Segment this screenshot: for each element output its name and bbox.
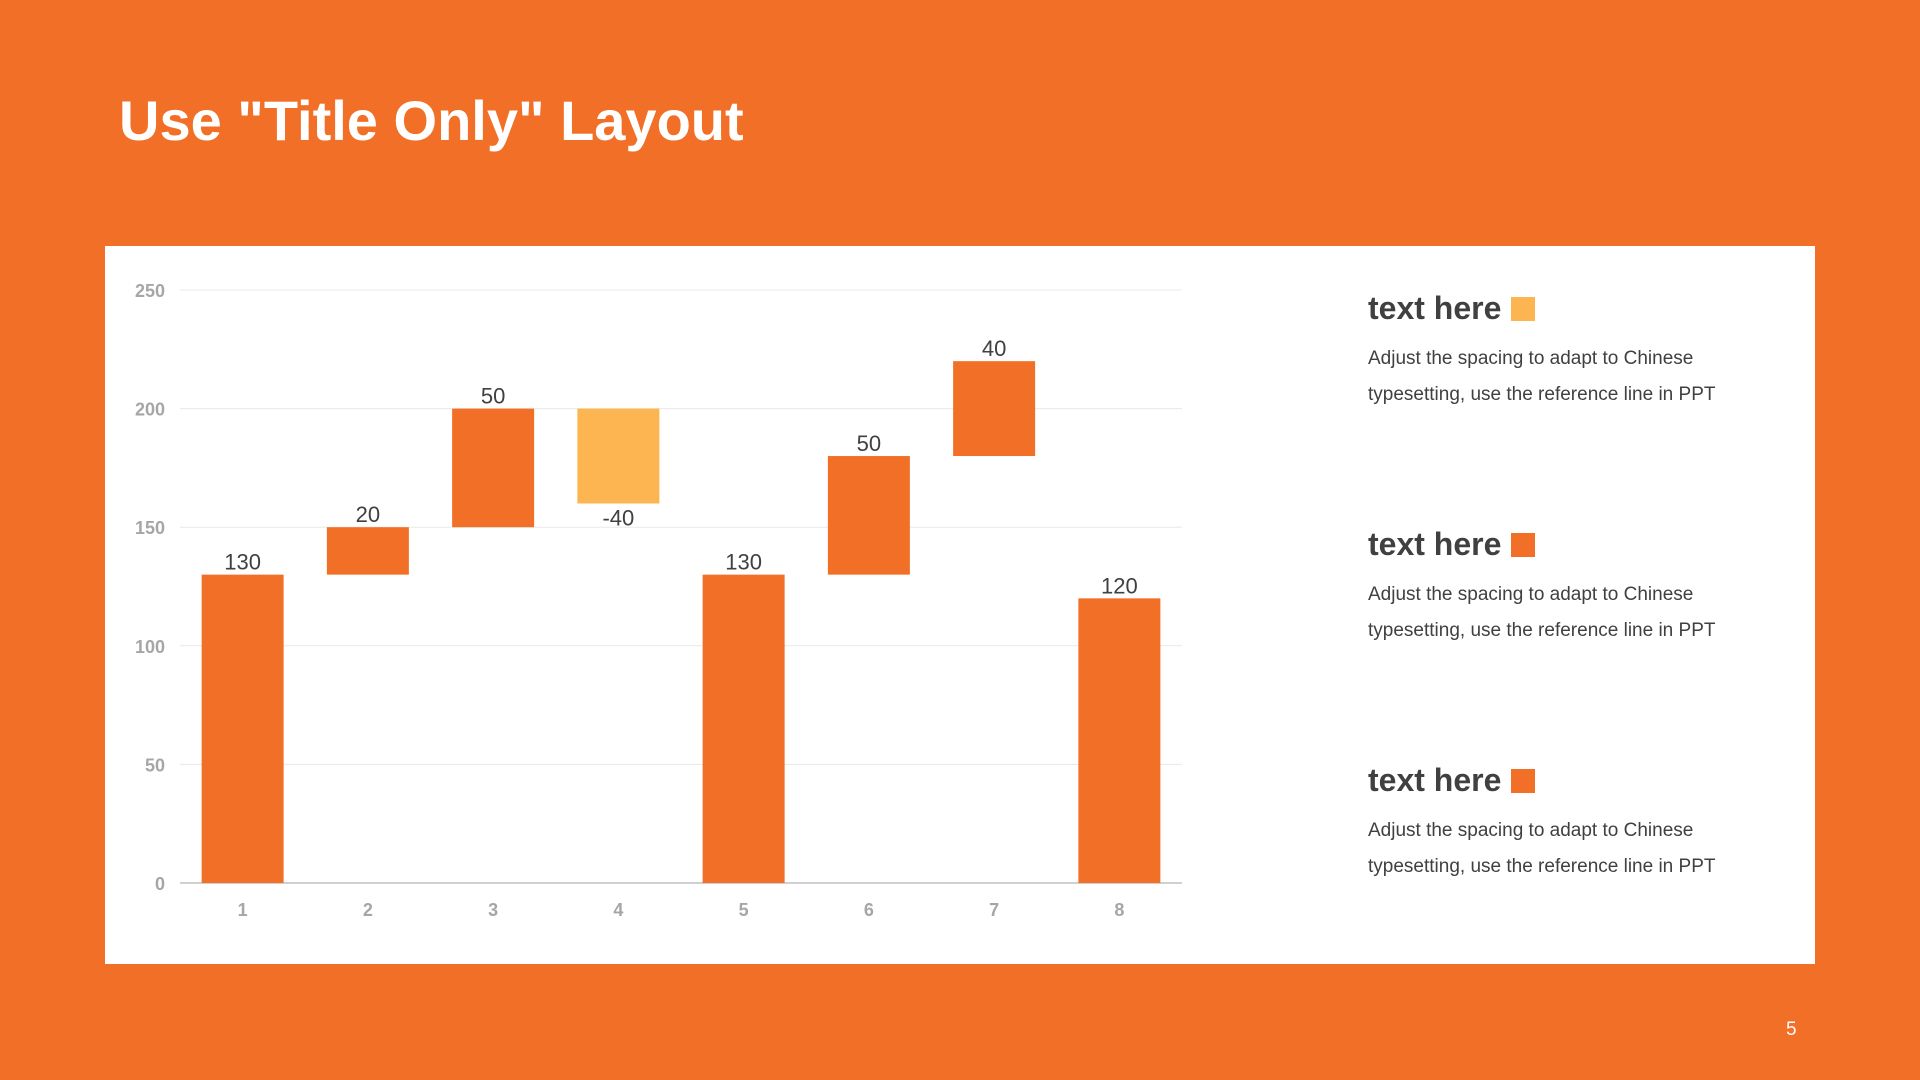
data-label: 130 <box>725 550 762 575</box>
x-tick-label: 3 <box>488 900 498 920</box>
y-tick-label: 200 <box>135 400 165 420</box>
bar <box>452 408 535 528</box>
legend-item-2: text here Adjust the spacing to adapt to… <box>1368 526 1788 649</box>
legend-swatch <box>1511 532 1536 557</box>
data-label: 120 <box>1101 573 1138 598</box>
data-label: 50 <box>481 384 505 409</box>
legend-desc-line: typesetting, use the reference line in P… <box>1368 384 1716 405</box>
legend-swatch <box>1511 296 1536 321</box>
y-tick-label: 100 <box>135 637 165 657</box>
bar <box>201 574 284 883</box>
y-tick-label: 50 <box>145 755 165 775</box>
data-label: 50 <box>857 431 881 456</box>
legend-description: Adjust the spacing to adapt to Chinese t… <box>1368 341 1788 413</box>
x-tick-label: 4 <box>613 900 623 920</box>
legend-swatch <box>1511 768 1536 793</box>
legend-title: text here <box>1368 526 1502 562</box>
x-tick-label: 2 <box>363 900 373 920</box>
waterfall-chart: 0501001502002501301202503-40413055064071… <box>135 281 1182 920</box>
bar <box>326 527 409 575</box>
y-tick-label: 0 <box>155 874 165 894</box>
data-label: -40 <box>602 505 634 530</box>
bar <box>577 408 660 504</box>
legend-desc-line: Adjust the spacing to adapt to Chinese <box>1368 820 1694 841</box>
legend-desc-line: Adjust the spacing to adapt to Chinese <box>1368 348 1694 369</box>
x-tick-label: 7 <box>989 900 999 920</box>
page-number: 5 <box>1786 1019 1797 1040</box>
x-tick-label: 6 <box>864 900 874 920</box>
legend-desc-line: typesetting, use the reference line in P… <box>1368 856 1716 877</box>
data-label: 40 <box>982 336 1006 361</box>
slide-title: Use "Title Only" Layout <box>119 89 744 152</box>
content-panel: 0 50 100 150 200 250 130 1 20 2 50 3 -40 4 130 5 50 6 40 7 1… <box>105 246 1815 964</box>
x-tick-label: 5 <box>739 900 749 920</box>
legend-title: text here <box>1368 762 1502 798</box>
legend-desc-line: typesetting, use the reference line in P… <box>1368 620 1716 641</box>
y-tick-label: 150 <box>135 518 165 538</box>
legend-item-1: text here Adjust the spacing to adapt to… <box>1368 290 1788 413</box>
bar <box>953 361 1036 457</box>
legend-desc-line: Adjust the spacing to adapt to Chinese <box>1368 584 1694 605</box>
data-label: 20 <box>356 502 380 527</box>
legend-description: Adjust the spacing to adapt to Chinese t… <box>1368 577 1788 649</box>
data-label: 130 <box>224 550 261 575</box>
x-tick-label: 8 <box>1114 900 1124 920</box>
bar <box>1078 598 1161 883</box>
x-tick-label: 1 <box>238 900 248 920</box>
legend-title: text here <box>1368 290 1502 326</box>
bar <box>827 456 910 575</box>
bar <box>702 574 785 883</box>
y-tick-label: 250 <box>135 281 165 301</box>
legend-description: Adjust the spacing to adapt to Chinese t… <box>1368 813 1788 885</box>
legend-item-3: text here Adjust the spacing to adapt to… <box>1368 762 1788 885</box>
